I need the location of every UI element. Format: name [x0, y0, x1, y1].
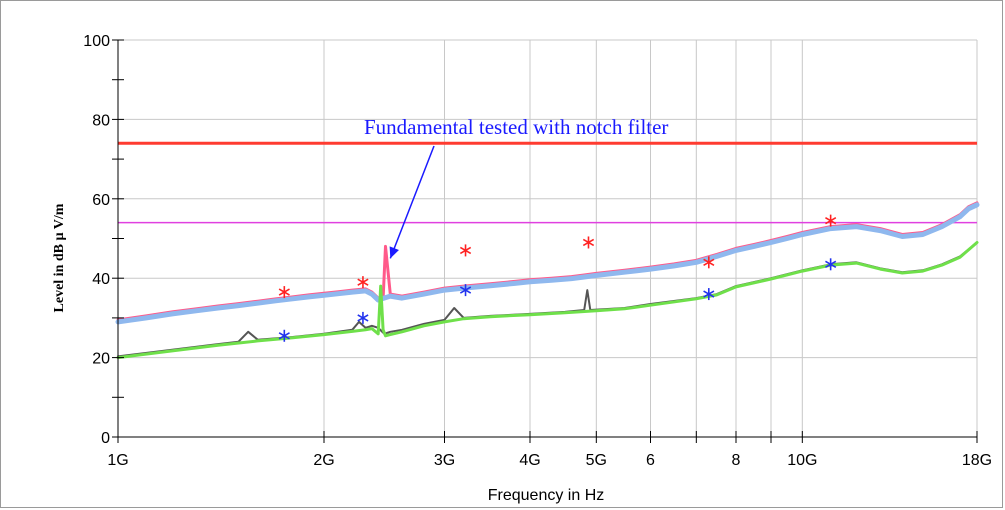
y-tick-label: 40 — [92, 271, 110, 288]
y-tick-label: 100 — [83, 33, 110, 50]
asterisk-marker — [703, 256, 715, 269]
x-tick-label: 8 — [732, 452, 741, 469]
asterisk-marker — [357, 311, 369, 324]
asterisk-stroke — [278, 288, 290, 296]
asterisk-marker — [459, 244, 472, 257]
y-tick-label: 80 — [92, 112, 110, 129]
asterisk-stroke — [278, 332, 290, 340]
asterisk-stroke — [703, 258, 715, 267]
asterisk-stroke — [703, 290, 715, 298]
y-tick-label: 0 — [101, 430, 110, 447]
x-tick-label: 6 — [646, 452, 655, 469]
asterisk-marker — [825, 258, 837, 271]
asterisk-stroke — [825, 216, 837, 225]
asterisk-stroke — [459, 286, 472, 294]
asterisk-marker — [703, 288, 715, 301]
annotation-text: Fundamental tested with notch filter — [364, 115, 668, 139]
x-tick-label: 5G — [586, 452, 607, 469]
x-tick-label: 18G — [962, 452, 992, 469]
y-tick-label: 20 — [92, 351, 110, 368]
annotation-layer: Fundamental tested with notch filter — [364, 115, 668, 259]
asterisk-stroke — [459, 246, 472, 255]
x-axis-label: Frequency in Hz — [488, 487, 605, 504]
series-line — [116, 241, 979, 360]
x-tick-layer: 1G 2G 3G 4G 5G 6 8 10G 18G — [107, 431, 992, 469]
asterisk-stroke — [582, 238, 595, 247]
asterisk-stroke — [825, 260, 837, 268]
marker-layer — [278, 214, 837, 342]
y-axis-label: Level in dB µ V/m — [52, 203, 67, 312]
asterisk-stroke — [357, 314, 369, 322]
series-line — [115, 202, 980, 325]
series-layer — [115, 201, 980, 360]
x-tick-label: 4G — [519, 452, 540, 469]
y-tick-layer: 0 20 40 60 80 100 — [83, 33, 124, 447]
x-tick-label: 3G — [434, 452, 455, 469]
asterisk-stroke — [357, 278, 369, 286]
plot-area — [118, 40, 977, 437]
asterisk-marker — [278, 329, 290, 342]
annotation-arrowhead — [389, 246, 399, 259]
x-tick-label: 2G — [313, 452, 334, 469]
annotation-arrow — [389, 145, 435, 259]
asterisk-marker — [278, 286, 290, 299]
y-tick-label: 60 — [92, 192, 110, 209]
asterisk-marker — [357, 276, 369, 289]
asterisk-marker — [459, 284, 472, 297]
asterisk-marker — [825, 214, 837, 227]
asterisk-marker — [582, 236, 595, 249]
x-tick-label: 1G — [107, 452, 128, 469]
x-tick-label: 10G — [787, 452, 817, 469]
